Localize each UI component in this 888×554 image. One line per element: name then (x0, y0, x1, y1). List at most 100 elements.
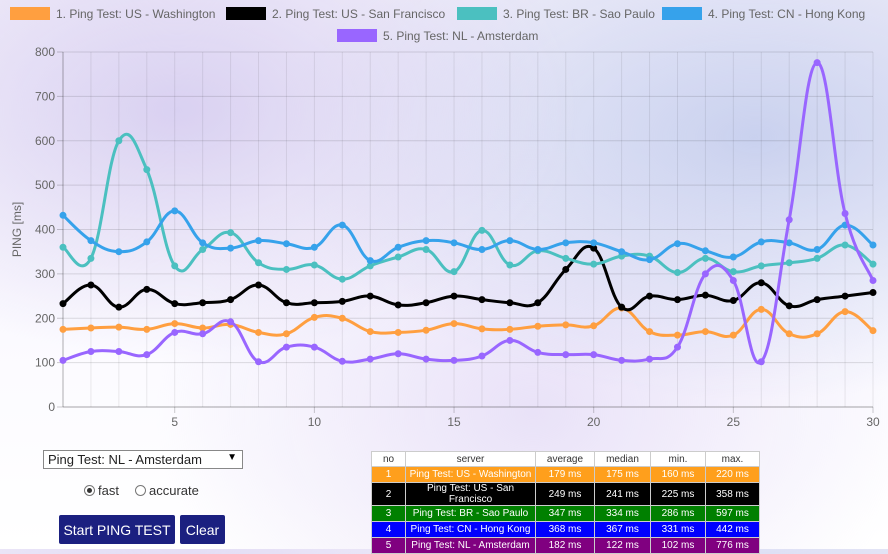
data-point (869, 260, 877, 268)
data-point (143, 285, 151, 293)
data-point (59, 243, 67, 251)
data-point (338, 221, 346, 229)
data-point (673, 269, 681, 277)
data-point (199, 245, 207, 253)
radio-accurate[interactable]: accurate (135, 483, 199, 498)
y-tick-label: 500 (35, 178, 55, 192)
data-point (394, 350, 402, 358)
data-point (59, 356, 67, 364)
legend-swatch (10, 7, 50, 20)
table-cell: Ping Test: CN - Hong Kong (405, 521, 536, 538)
legend-swatch (337, 29, 377, 42)
data-point (171, 207, 179, 215)
data-point (394, 301, 402, 309)
legend-item[interactable]: 2. Ping Test: US - San Francisco (226, 5, 445, 22)
data-point (785, 330, 793, 338)
legend-item[interactable]: 3. Ping Test: BR - Sao Paulo (457, 5, 655, 22)
data-point (87, 254, 95, 262)
radio-accurate-button[interactable] (135, 485, 146, 496)
legend-item[interactable]: 4. Ping Test: CN - Hong Kong (662, 5, 865, 22)
clear-button[interactable]: Clear (180, 515, 225, 544)
data-point (255, 281, 263, 289)
table-cell: 225 ms (650, 482, 706, 506)
controls-panel: Ping Test: NL - Amsterdam ▼ fast accurat… (0, 440, 360, 549)
data-point (422, 245, 430, 253)
table-cell: 2 (371, 482, 406, 506)
radio-fast-button[interactable] (84, 485, 95, 496)
table-cell: 179 ms (535, 466, 595, 483)
data-point (562, 254, 570, 262)
data-point (255, 358, 263, 366)
table-cell: 102 ms (650, 537, 706, 554)
data-point (506, 261, 514, 269)
data-point (785, 259, 793, 267)
table-cell: 776 ms (705, 537, 760, 554)
col-max: max. (705, 451, 760, 467)
col-median: median (594, 451, 651, 467)
data-point (422, 299, 430, 307)
data-point (171, 300, 179, 308)
table-cell: 5 (371, 537, 406, 554)
data-point (701, 247, 709, 255)
table-cell: 368 ms (535, 521, 595, 538)
data-point (729, 253, 737, 261)
data-point (87, 237, 95, 245)
data-point (282, 240, 290, 248)
x-tick-label: 15 (447, 415, 461, 429)
y-tick-label: 800 (35, 45, 55, 59)
data-point (366, 292, 374, 300)
data-point (646, 256, 654, 264)
data-point (673, 296, 681, 304)
series-line-3 (62, 132, 874, 281)
server-select[interactable]: Ping Test: NL - Amsterdam ▼ (43, 450, 243, 469)
data-point (534, 348, 542, 356)
data-point (143, 325, 151, 333)
y-tick-label: 0 (48, 400, 55, 414)
data-point (310, 343, 318, 351)
legend-label: 2. Ping Test: US - San Francisco (272, 6, 446, 21)
data-point (590, 239, 598, 247)
data-point (506, 299, 514, 307)
col-no: no (371, 451, 406, 467)
data-point (590, 322, 598, 330)
table-cell: Ping Test: US - Washington (405, 466, 536, 483)
y-tick-label: 100 (35, 356, 55, 370)
data-point (562, 265, 570, 273)
data-point (255, 259, 263, 267)
data-point (450, 268, 458, 276)
data-point (673, 331, 681, 339)
legend-item[interactable]: 5. Ping Test: NL - Amsterdam (337, 27, 538, 44)
data-point (869, 277, 877, 285)
data-point (506, 336, 514, 344)
data-point (310, 299, 318, 307)
data-point (87, 324, 95, 332)
data-point (785, 216, 793, 224)
table-cell: 249 ms (535, 482, 595, 506)
chevron-down-icon: ▼ (227, 452, 237, 463)
data-point (757, 238, 765, 246)
y-tick-label: 700 (35, 89, 55, 103)
table-cell: 122 ms (594, 537, 651, 554)
data-point (366, 355, 374, 363)
y-tick-label: 300 (35, 267, 55, 281)
data-point (701, 291, 709, 299)
data-point (813, 330, 821, 338)
data-point (841, 308, 849, 316)
data-point (813, 245, 821, 253)
data-point (115, 348, 123, 356)
data-point (673, 240, 681, 248)
col-average: average (535, 451, 595, 467)
start-ping-test-button[interactable]: Start PING TEST (59, 515, 175, 544)
data-point (618, 248, 626, 256)
data-point (255, 237, 263, 245)
data-point (171, 262, 179, 270)
y-tick-label: 200 (35, 311, 55, 325)
table-row: 5 Ping Test: NL - Amsterdam 182 ms 122 ms 10… (371, 537, 760, 554)
table-cell: 367 ms (594, 521, 651, 538)
data-point (87, 348, 95, 356)
data-point (478, 352, 486, 360)
table-cell: 347 ms (535, 505, 595, 522)
radio-fast[interactable]: fast (84, 483, 119, 498)
radio-accurate-label: accurate (149, 483, 199, 498)
legend-item[interactable]: 1. Ping Test: US - Washington (10, 5, 215, 22)
